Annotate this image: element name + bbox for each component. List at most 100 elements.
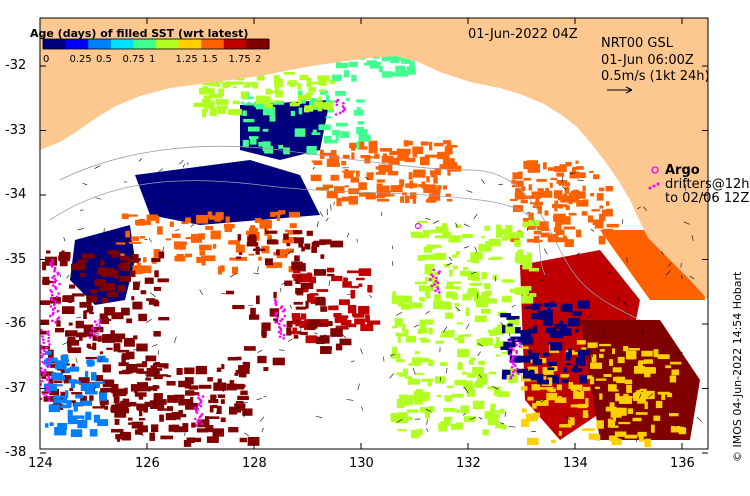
sst-patch <box>256 295 260 305</box>
sst-patch <box>427 382 432 387</box>
current-vector <box>158 168 163 173</box>
sst-patch <box>547 374 558 378</box>
drifter-marker-icon <box>648 182 660 190</box>
drifter-point <box>50 293 54 297</box>
sst-patch <box>493 331 502 334</box>
sst-patch <box>166 375 171 378</box>
x-tick-label: 134 <box>563 456 588 471</box>
current-vector <box>601 329 606 334</box>
sst-patch <box>516 255 528 264</box>
sst-patch <box>609 359 614 366</box>
sst-patch <box>456 309 460 312</box>
sst-patch <box>204 416 209 424</box>
sst-patch <box>605 406 617 412</box>
sst-patch <box>561 379 569 384</box>
sst-patch <box>265 258 273 266</box>
sst-patch <box>493 327 504 336</box>
sst-patch <box>331 175 336 179</box>
current-vector <box>587 313 594 318</box>
sst-patch <box>176 413 187 418</box>
sst-patch <box>340 131 350 138</box>
sst-patch <box>318 96 322 102</box>
sst-patch <box>132 265 143 275</box>
sst-patch <box>565 205 570 211</box>
sst-patch <box>581 428 595 431</box>
sst-patch <box>244 81 258 87</box>
sst-patch <box>489 413 501 419</box>
sst-patch <box>527 396 534 401</box>
sst-patch <box>248 253 255 256</box>
current-vector <box>150 292 156 297</box>
product-label: NRT00 GSL <box>601 36 673 51</box>
sst-patch <box>117 285 126 292</box>
sst-patch <box>460 405 469 414</box>
current-vector <box>526 327 532 331</box>
sst-patch <box>236 256 242 259</box>
sst-patch <box>48 404 60 413</box>
sst-patch <box>344 185 349 188</box>
sst-patch <box>450 423 463 430</box>
sst-patch <box>67 367 79 372</box>
drifter-point <box>54 321 57 324</box>
sst-patch <box>637 361 643 367</box>
sst-patch <box>64 369 70 374</box>
sst-patch <box>203 95 212 100</box>
current-vector <box>93 239 97 244</box>
sst-patch <box>191 422 196 428</box>
sst-patch <box>573 391 585 399</box>
sst-patch <box>443 264 451 268</box>
sst-patch <box>139 265 152 274</box>
sst-patch <box>376 179 385 183</box>
sst-patch <box>577 403 588 409</box>
drifter-point <box>40 379 44 383</box>
sst-patch <box>350 177 360 183</box>
sst-patch <box>242 139 249 148</box>
sst-patch <box>590 192 595 197</box>
sst-patch <box>623 345 629 352</box>
current-vector <box>221 292 226 295</box>
sst-patch <box>520 288 530 295</box>
sst-patch <box>150 365 154 372</box>
current-vector <box>552 385 557 390</box>
sst-patch <box>106 291 119 298</box>
sst-patch <box>540 376 547 382</box>
map-date-title: 01-Jun-2022 04Z <box>468 27 578 42</box>
sst-patch <box>225 290 235 295</box>
sst-patch <box>540 232 550 238</box>
sst-patch <box>565 161 572 167</box>
sst-patch <box>247 436 260 446</box>
sst-patch <box>424 254 436 260</box>
sst-patch <box>451 393 464 398</box>
current-vector <box>321 334 327 338</box>
sst-patch <box>241 373 247 378</box>
drifter-point <box>434 289 437 293</box>
sst-patch <box>531 306 540 311</box>
drifter-point <box>517 372 520 375</box>
sst-patch <box>508 319 520 326</box>
sst-patch <box>95 375 104 382</box>
drifter-point <box>512 362 515 366</box>
sst-patch <box>204 87 208 94</box>
sst-patch <box>444 395 453 402</box>
sst-patch <box>156 401 165 409</box>
current-vector <box>350 360 355 363</box>
drifter-point <box>514 364 517 367</box>
sst-patch <box>670 425 681 433</box>
sst-patch <box>527 337 534 343</box>
sst-patch <box>501 279 515 283</box>
current-vector <box>395 312 403 316</box>
drifter-point <box>435 276 438 280</box>
sst-patch <box>388 157 400 165</box>
sst-patch <box>298 96 306 104</box>
sst-patch <box>312 129 317 135</box>
sst-patch <box>527 350 532 354</box>
sst-patch <box>612 367 622 373</box>
sst-patch <box>515 180 524 187</box>
current-vector <box>215 410 218 415</box>
sst-patch <box>234 372 239 376</box>
sst-patch <box>606 208 613 214</box>
sst-patch <box>55 372 63 379</box>
sst-patch <box>272 100 285 105</box>
sst-patch <box>334 315 348 323</box>
sst-patch <box>135 160 320 225</box>
